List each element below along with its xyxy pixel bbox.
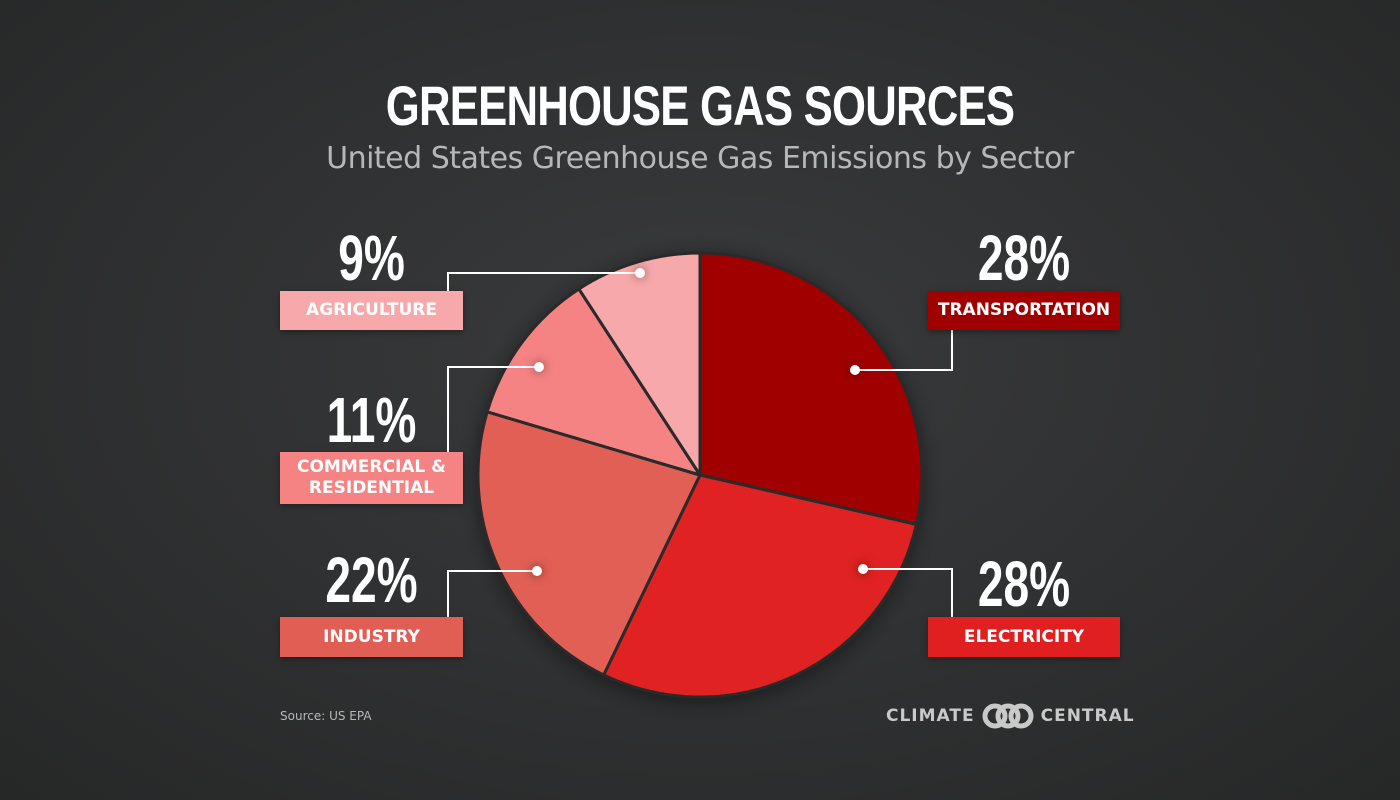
commercial-residential-label: COMMERCIAL & RESIDENTIAL — [280, 452, 463, 504]
logo-text-left: CLIMATE — [886, 706, 975, 726]
electricity-label: ELECTRICITY — [928, 617, 1120, 657]
transportation-label: TRANSPORTATION — [928, 291, 1120, 330]
leader-line-industry — [447, 570, 537, 572]
leader-dot-commercial — [534, 362, 544, 372]
agriculture-label-text: AGRICULTURE — [306, 300, 437, 320]
industry-label-text: INDUSTRY — [323, 626, 420, 647]
leader-line-transportation — [951, 329, 953, 371]
leader-line-electricity — [951, 568, 953, 618]
commercial-label-line2: RESIDENTIAL — [308, 478, 435, 498]
leader-line-agriculture — [447, 272, 640, 274]
leader-dot-agriculture — [635, 268, 645, 278]
interlocking-rings-icon — [982, 703, 1034, 729]
agriculture-percent: 9% — [338, 222, 405, 294]
transportation-percent: 28% — [977, 222, 1071, 294]
pie-slice-industry — [476, 410, 702, 677]
pie-slice-commercial-residential — [485, 287, 702, 477]
leader-line-transportation — [855, 369, 953, 371]
pie-slice-transportation — [698, 251, 924, 526]
climate-central-logo: CLIMATE CENTRAL — [886, 703, 1135, 729]
source-note: Source: US EPA — [280, 709, 372, 723]
industry-label: INDUSTRY — [280, 617, 463, 657]
leader-line-industry — [447, 570, 449, 618]
agriculture-label: AGRICULTURE — [280, 291, 463, 330]
transportation-label-text: TRANSPORTATION — [937, 300, 1111, 320]
leader-line-agriculture — [447, 272, 449, 292]
commercial-label-line1: COMMERCIAL & — [297, 457, 446, 477]
logo-text-right: CENTRAL — [1040, 706, 1135, 726]
electricity-label-text: ELECTRICITY — [963, 626, 1085, 647]
leader-dot-transportation — [850, 365, 860, 375]
leader-line-commercial — [447, 366, 449, 452]
industry-percent: 22% — [325, 544, 418, 616]
leader-line-commercial — [447, 366, 539, 368]
leader-dot-electricity — [858, 564, 868, 574]
chart-title: GREENHOUSE GAS SOURCES — [385, 74, 1015, 137]
leader-dot-industry — [532, 566, 542, 576]
pie-slice-agriculture — [577, 251, 702, 477]
commercial-percent: 11% — [326, 384, 417, 456]
electricity-percent: 28% — [977, 548, 1071, 620]
pie-slice-electricity — [602, 473, 918, 699]
chart-subtitle: United States Greenhouse Gas Emissions b… — [326, 141, 1074, 176]
leader-line-electricity — [863, 568, 953, 570]
